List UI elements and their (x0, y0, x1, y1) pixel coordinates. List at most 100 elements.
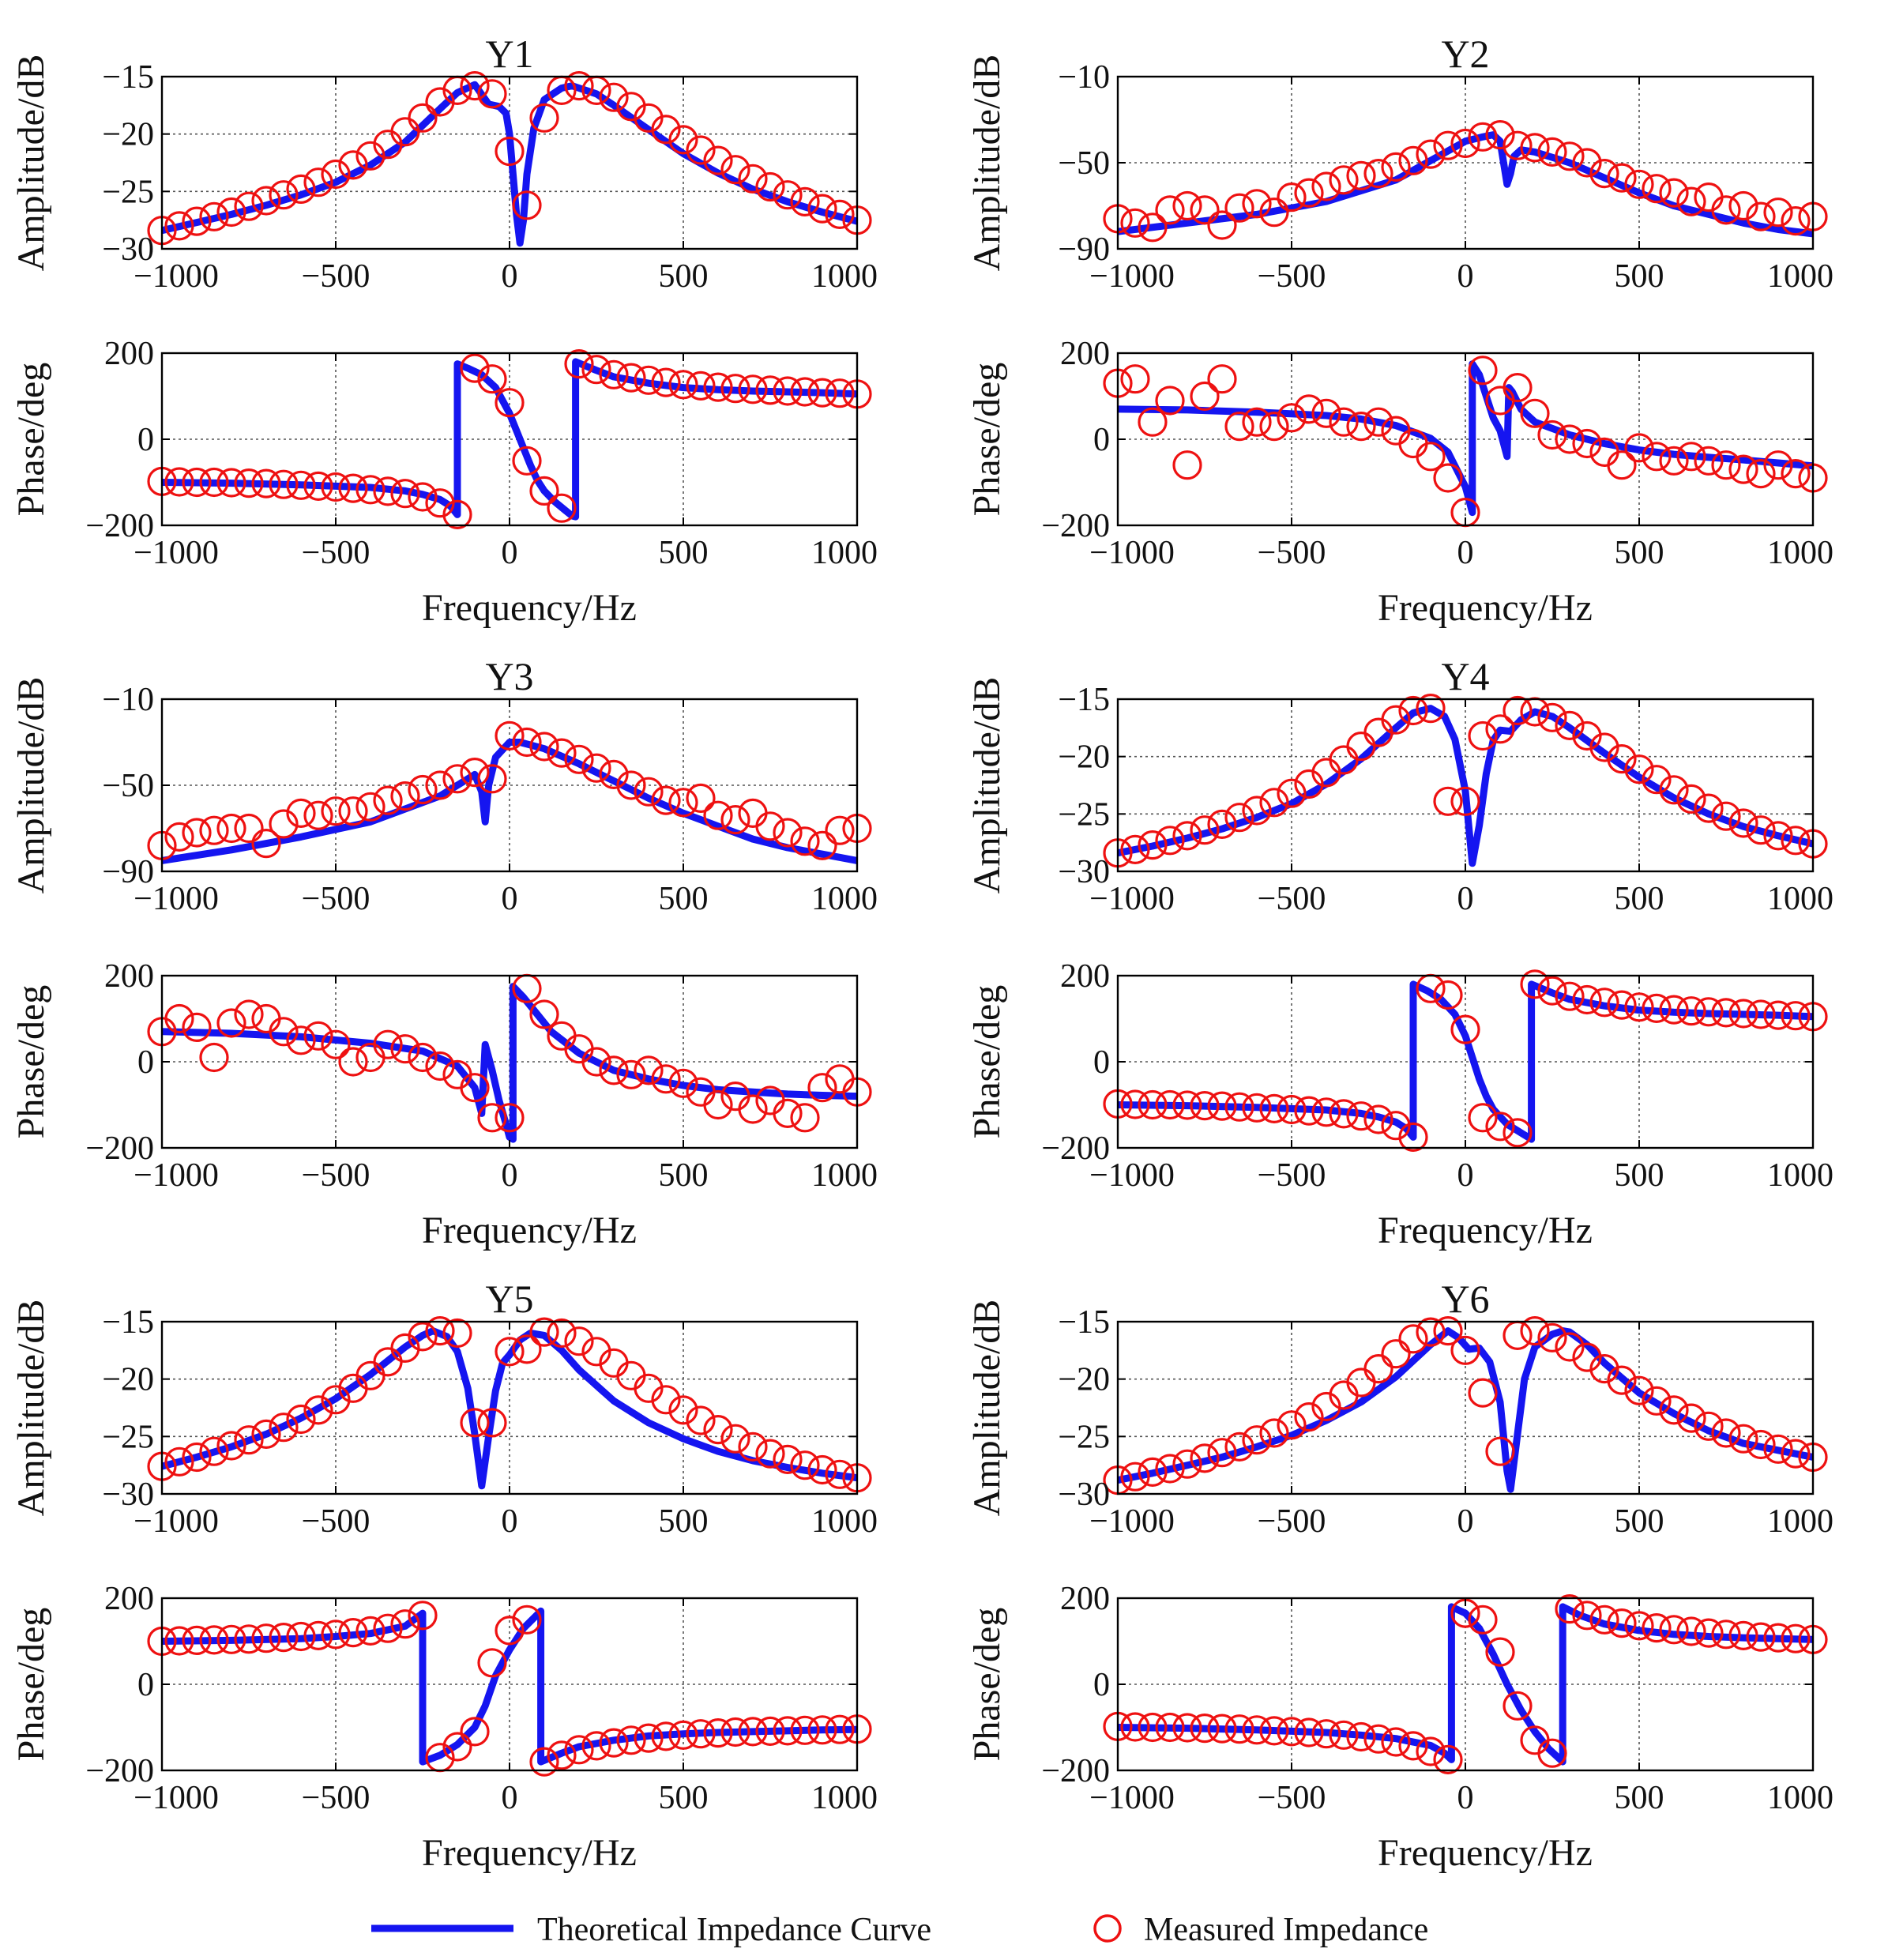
y-tick-label: −25 (1058, 1419, 1110, 1455)
y-tick-label: −20 (102, 117, 154, 153)
measured-point (1311, 171, 1341, 201)
measured-point (1485, 120, 1515, 150)
y-tick-label: −50 (102, 768, 154, 804)
measured-point (1676, 1616, 1706, 1646)
measured-point (269, 1413, 299, 1443)
x-tick-label: 500 (1615, 535, 1664, 571)
measured-point (1555, 981, 1585, 1011)
measured-point (1659, 178, 1689, 208)
measured-point (1468, 1604, 1498, 1635)
measured-point (1224, 1092, 1254, 1122)
y-tick-label: −15 (102, 59, 154, 96)
measured-point (408, 774, 438, 805)
x-tick-label: −1000 (1089, 881, 1175, 917)
measured-point (495, 1337, 525, 1367)
measured-point (1433, 1315, 1463, 1346)
measured-point (425, 1051, 455, 1082)
measured-point (164, 1626, 194, 1656)
measured-point (1138, 1457, 1168, 1488)
measured-point (1468, 356, 1498, 386)
measured-point (547, 738, 577, 768)
theory-curve (1118, 360, 1813, 517)
measured-point (321, 1029, 351, 1059)
y-axis-label: Phase/deg (10, 1608, 52, 1762)
y-tick-label: −15 (1058, 682, 1110, 718)
measured-point (1572, 984, 1602, 1015)
x-tick-label: −500 (1258, 1503, 1326, 1540)
measured-point (1746, 1429, 1776, 1460)
y-axis-label: Phase/deg (966, 985, 1008, 1139)
measured-point (425, 770, 455, 800)
y-tick-label: −30 (1058, 1477, 1110, 1513)
measured-point (216, 1431, 246, 1461)
measured-point (1746, 458, 1776, 489)
y-tick-label: 200 (1060, 1581, 1110, 1617)
measured-point (373, 1029, 403, 1059)
measured-point (564, 1735, 594, 1765)
measured-point (1416, 139, 1446, 169)
measured-point (1763, 1000, 1793, 1030)
measured-point (338, 473, 368, 503)
subplot-title: Y3 (485, 654, 533, 698)
measured-point (1277, 1717, 1307, 1747)
measured-point (321, 796, 351, 826)
measured-point (1485, 1112, 1515, 1142)
theory-curve (1118, 1603, 1813, 1766)
y-axis-label: Amplitude/dB (10, 1300, 52, 1517)
measured-point (703, 1089, 733, 1120)
measured-point (477, 764, 507, 794)
measured-point (355, 1616, 385, 1646)
measured-point (599, 359, 629, 389)
measured-point (807, 194, 837, 224)
x-axis-label: Frequency/Hz (1378, 1209, 1593, 1251)
measured-point (1259, 1418, 1289, 1448)
measured-point (755, 171, 785, 202)
measured-point (581, 753, 611, 783)
measured-point (321, 159, 351, 190)
measured-point (1311, 1719, 1341, 1749)
y-tick-label: 0 (137, 422, 154, 458)
measured-point (1450, 786, 1480, 816)
measured-point (1676, 996, 1706, 1026)
measured-point (581, 1337, 611, 1367)
measured-point (234, 468, 264, 498)
measured-point (720, 1424, 750, 1454)
x-tick-label: 1000 (1767, 258, 1833, 295)
x-tick-label: −500 (302, 1780, 370, 1816)
measured-point (234, 1624, 264, 1654)
measured-point (1207, 364, 1237, 394)
y-axis-label: Amplitude/dB (10, 55, 52, 272)
measured-point (1120, 1089, 1150, 1119)
measured-point (234, 191, 264, 221)
measured-point (1190, 381, 1220, 412)
measured-point (1138, 407, 1168, 437)
measured-point (1711, 1620, 1741, 1650)
measured-point (495, 1103, 525, 1133)
y-axis-label: Phase/deg (966, 363, 1008, 517)
measured-point (1398, 1122, 1428, 1153)
measured-point (790, 1103, 820, 1133)
measured-point (182, 1012, 212, 1043)
subplot-phase: −1000 −500 0 500 1000 200 0 −200 Phase/deg Freque… (966, 958, 1833, 1251)
measured-point (460, 1717, 490, 1747)
measured-point (1311, 1391, 1341, 1422)
measured-point (1624, 1611, 1654, 1641)
measured-point (668, 370, 698, 400)
measured-point (668, 125, 698, 155)
measured-point (529, 732, 559, 762)
measured-point (512, 446, 542, 476)
measured-point (1503, 1691, 1533, 1721)
measured-point (408, 1322, 438, 1352)
measured-point (164, 211, 194, 241)
measured-point (216, 197, 246, 228)
measured-point (251, 468, 281, 498)
measured-point (1155, 386, 1185, 416)
measured-point (1642, 442, 1672, 472)
x-tick-label: −1000 (134, 1157, 219, 1194)
measured-point (581, 355, 611, 385)
measured-point (1190, 1443, 1220, 1473)
x-tick-label: −1000 (134, 881, 219, 917)
x-axis-label: Frequency/Hz (1378, 1832, 1593, 1874)
measured-point (1172, 190, 1202, 221)
measured-point (1259, 1093, 1289, 1124)
